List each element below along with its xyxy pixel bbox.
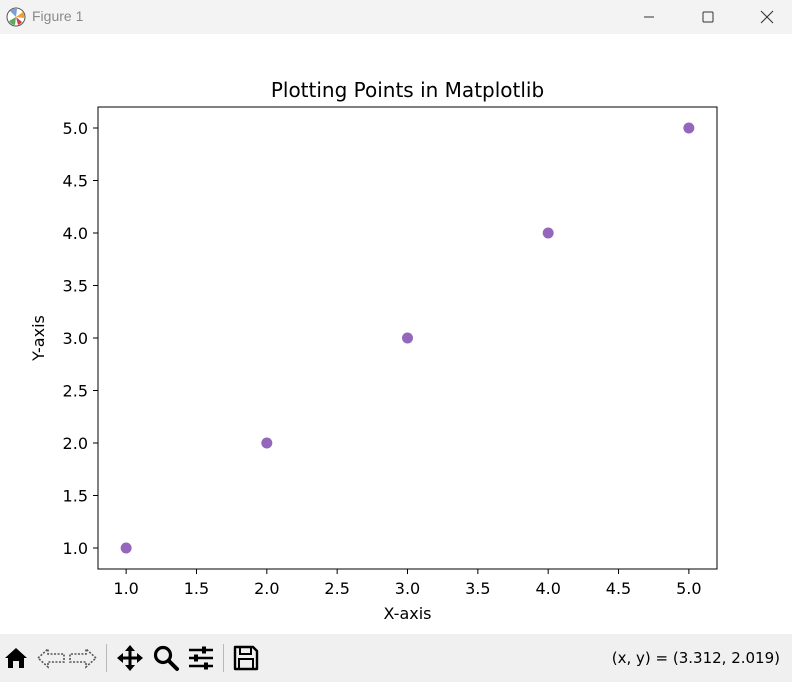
x-tick-label: 3.0	[395, 579, 420, 598]
forward-button[interactable]	[67, 642, 99, 674]
navigation-toolbar: (x, y) = (3.312, 2.019)	[0, 634, 792, 682]
figure-canvas[interactable]: Plotting Points in Matplotlib 1.0 1.5 2.0 2…	[0, 34, 792, 634]
back-button[interactable]	[35, 642, 67, 674]
chart-title: Plotting Points in Matplotlib	[271, 78, 544, 102]
data-point	[683, 122, 695, 134]
close-button[interactable]	[738, 0, 792, 34]
window-titlebar: Figure 1	[0, 0, 792, 34]
back-icon	[36, 647, 65, 669]
maximize-button[interactable]	[679, 0, 737, 34]
data-points	[120, 122, 695, 554]
home-icon	[5, 648, 27, 668]
x-axis-ticks: 1.0 1.5 2.0 2.5 3.0 3.5 4.0 4.5 5.0	[113, 569, 702, 598]
y-tick-label: 2.0	[63, 434, 88, 453]
save-button[interactable]	[230, 642, 262, 674]
maximize-icon	[702, 11, 714, 23]
y-axis-ticks: 1.0 1.5 2.0 2.5 3.0 3.5 4.0 4.5 5.0	[63, 119, 98, 558]
y-tick-label: 4.5	[63, 172, 88, 191]
x-axis-label: X-axis	[384, 604, 432, 623]
pan-icon	[117, 645, 143, 671]
minimize-icon	[644, 16, 654, 18]
data-point	[402, 332, 413, 344]
y-tick-label: 4.0	[63, 224, 88, 243]
pan-button[interactable]	[114, 642, 146, 674]
x-tick-label: 1.0	[113, 579, 138, 598]
x-tick-label: 4.5	[606, 579, 631, 598]
zoom-button[interactable]	[150, 642, 182, 674]
data-point	[261, 437, 273, 449]
configure-subplots-button[interactable]	[185, 642, 217, 674]
y-tick-label: 2.5	[63, 382, 88, 401]
y-tick-label: 1.5	[63, 487, 88, 506]
x-tick-label: 5.0	[676, 579, 701, 598]
x-tick-label: 1.5	[184, 579, 209, 598]
save-icon	[233, 645, 259, 671]
x-tick-label: 3.5	[465, 579, 490, 598]
data-point	[120, 542, 132, 554]
zoom-icon	[153, 645, 179, 671]
y-tick-label: 3.5	[63, 277, 88, 296]
y-axis-label: Y-axis	[29, 315, 48, 362]
toolbar-separator	[223, 644, 224, 672]
matplotlib-app-icon	[6, 7, 26, 27]
minimize-button[interactable]	[620, 0, 678, 34]
y-tick-label: 3.0	[63, 329, 88, 348]
x-tick-label: 2.5	[324, 579, 349, 598]
y-tick-label: 1.0	[63, 539, 88, 558]
window-title: Figure 1	[32, 8, 84, 24]
y-tick-label: 5.0	[63, 119, 88, 138]
data-point	[542, 227, 554, 239]
configure-subplots-icon	[189, 646, 213, 670]
close-icon	[760, 10, 774, 24]
home-button[interactable]	[0, 642, 32, 674]
x-tick-label: 2.0	[254, 579, 279, 598]
forward-icon	[69, 647, 98, 669]
toolbar-separator	[106, 644, 107, 672]
x-tick-label: 4.0	[535, 579, 560, 598]
scatter-chart: Plotting Points in Matplotlib 1.0 1.5 2.0 2…	[29, 78, 718, 623]
cursor-coordinates: (x, y) = (3.312, 2.019)	[611, 649, 780, 667]
